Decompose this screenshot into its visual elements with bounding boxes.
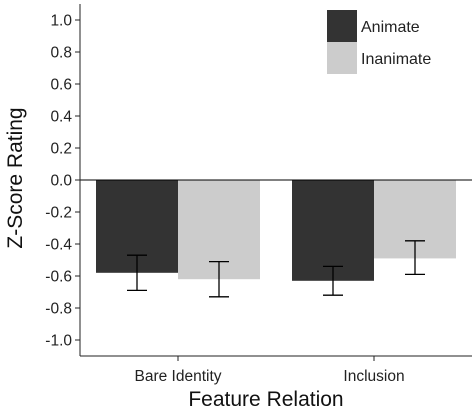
y-tick-label: -0.8 — [45, 301, 72, 318]
y-axis-ticks: -1.0 -0.8 -0.6 -0.4 -0.2 0.0 0.2 0.4 0.6 0.8 1.0 — [45, 13, 80, 350]
x-axis-title: Feature Relation — [188, 388, 343, 411]
error-bars-layer — [127, 240, 425, 298]
error-bar — [127, 254, 147, 292]
error-bar — [323, 265, 343, 296]
y-tick-label: 0.0 — [50, 173, 72, 190]
x-tick-label: Bare Identity — [134, 368, 221, 385]
legend-label-animate: Animate — [361, 19, 420, 36]
y-tick-label: -1.0 — [45, 333, 72, 350]
y-tick-label: 1.0 — [50, 13, 72, 30]
y-tick-label: 0.2 — [50, 141, 72, 158]
y-tick-label: 0.8 — [50, 45, 72, 62]
y-tick-label: -0.6 — [45, 269, 72, 286]
error-bar — [405, 240, 425, 276]
error-bar — [209, 260, 229, 298]
legend: Animate Inanimate — [327, 10, 431, 74]
y-tick-label: 0.6 — [50, 77, 72, 94]
legend-swatch-inanimate — [327, 42, 357, 74]
y-tick-label: -0.2 — [45, 205, 72, 222]
x-axis-ticks: Bare Identity Inclusion — [134, 356, 405, 385]
legend-swatch-animate — [327, 10, 357, 42]
y-tick-label: -0.4 — [45, 237, 72, 254]
bars-layer — [96, 180, 456, 281]
legend-label-inanimate: Inanimate — [361, 51, 431, 68]
bar-animate-2 — [292, 180, 374, 281]
y-axis-title: Z-Score Rating — [4, 107, 27, 248]
y-tick-label: 0.4 — [50, 109, 72, 126]
x-tick-label: Inclusion — [343, 368, 404, 385]
